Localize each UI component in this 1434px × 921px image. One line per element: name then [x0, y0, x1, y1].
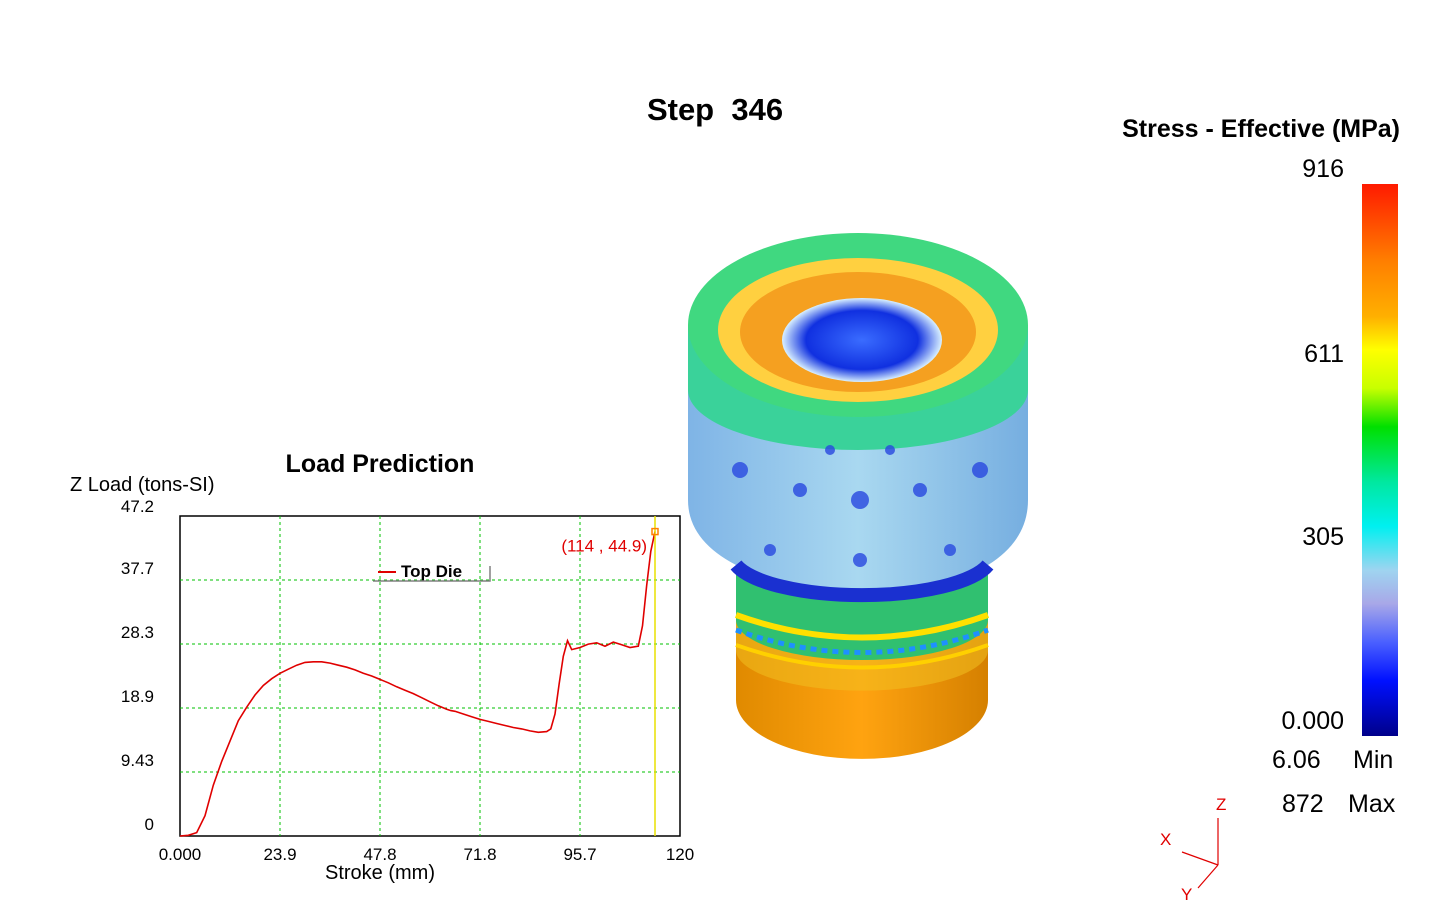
max-value: 872	[1282, 790, 1324, 818]
triad-z-label: Z	[1216, 795, 1226, 814]
triad-x-label: X	[1160, 830, 1171, 849]
y-tick-label: 37.7	[121, 559, 154, 578]
y-tick-label: 0	[145, 815, 154, 834]
y-tick-label: 9.43	[121, 751, 154, 770]
forged-part-model	[688, 233, 1028, 759]
colorbar-tick-lower: 305	[1302, 523, 1344, 551]
step-title: Step 346	[646, 92, 784, 127]
triad-y-label: Y	[1181, 885, 1192, 904]
colorbar-tick-max: 916	[1302, 155, 1344, 183]
chart-title: Load Prediction	[285, 450, 475, 478]
cursor-marker	[651, 527, 659, 536]
x-tick-label: 47.8	[363, 845, 396, 864]
cursor-readout: (114 , 44.9)	[561, 537, 647, 556]
legend-entry-top-die: Top Die	[401, 562, 462, 581]
x-tick-label: 71.8	[463, 845, 496, 864]
legend-box	[373, 566, 491, 582]
y-tick-label: 28.3	[121, 623, 154, 642]
x-tick-label: 23.9	[263, 845, 296, 864]
y-tick-label: 47.2	[121, 497, 154, 516]
grid	[180, 516, 680, 836]
colorbar-tick-upper: 611	[1304, 340, 1344, 368]
min-value: 6.06	[1272, 746, 1321, 774]
x-tick-label: 95.7	[563, 845, 596, 864]
legend-title: Stress - Effective (MPa)	[1122, 115, 1400, 143]
colorbar-tick-min: 0.000	[1281, 707, 1344, 735]
colorbar	[1362, 184, 1398, 736]
max-label: Max	[1348, 790, 1396, 818]
y-axis-label: Z Load (tons-SI)	[70, 474, 215, 496]
y-tick-label: 18.9	[121, 687, 154, 706]
min-label: Min	[1353, 746, 1394, 774]
x-tick-label: 0.000	[159, 845, 202, 864]
x-tick-label: 120	[666, 845, 694, 864]
series-line-top-die	[179, 531, 656, 837]
axis-triad: Z X Y	[1160, 795, 1226, 904]
plot-area	[179, 515, 681, 837]
load-prediction-chart: 0.000 23.9 47.8 71.8 95.7 120 0 9.43 18.9 28.3 37.…	[121, 497, 694, 864]
x-axis-label: Stroke (mm)	[325, 862, 435, 884]
